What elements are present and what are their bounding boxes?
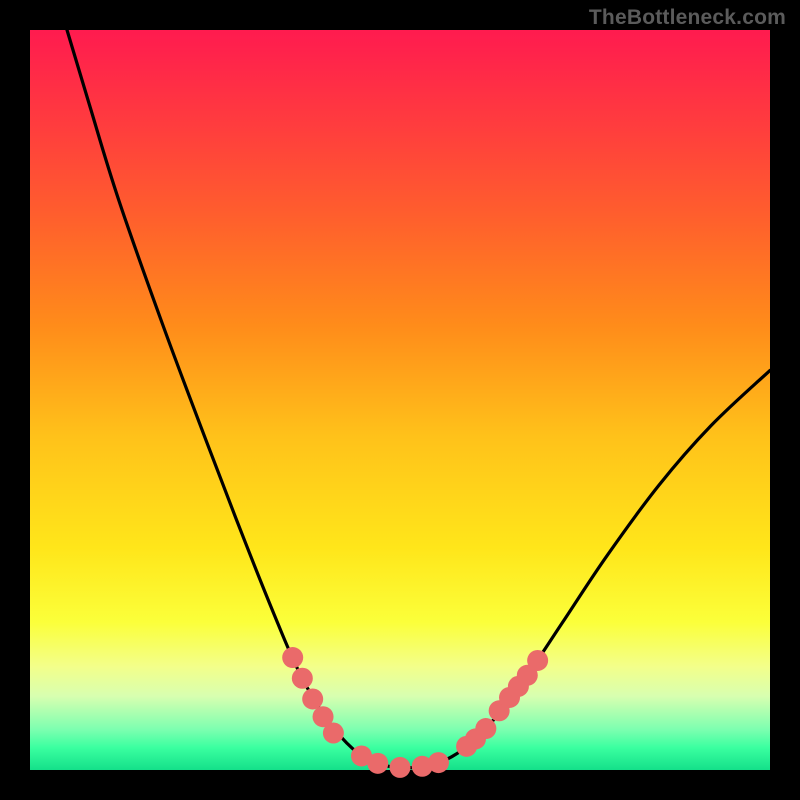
curve-marker	[527, 650, 548, 671]
watermark-text: TheBottleneck.com	[589, 6, 786, 30]
curve-marker	[323, 723, 344, 744]
curve-marker	[367, 753, 388, 774]
curve-layer	[30, 30, 770, 770]
curve-marker	[428, 752, 449, 773]
curve-marker	[475, 718, 496, 739]
chart-stage: TheBottleneck.com	[0, 0, 800, 800]
curve-marker	[390, 757, 411, 778]
bottleneck-curve	[67, 30, 770, 768]
curve-markers	[282, 647, 548, 778]
curve-marker	[282, 647, 303, 668]
plot-area	[30, 30, 770, 770]
curve-marker	[292, 668, 313, 689]
curve-marker	[302, 688, 323, 709]
